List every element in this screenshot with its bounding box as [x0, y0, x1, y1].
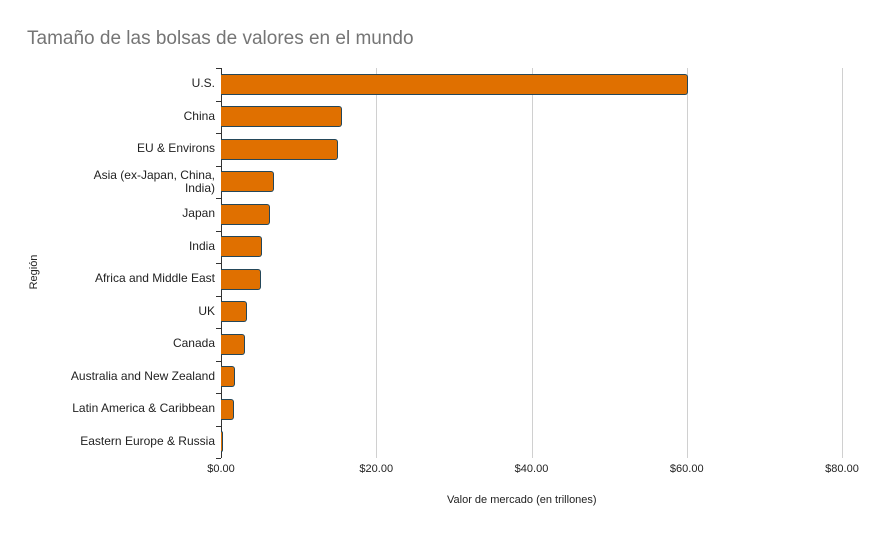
category-label: U.S. [191, 76, 215, 91]
bar[interactable] [221, 268, 262, 290]
gridline [376, 68, 378, 458]
bar[interactable] [221, 333, 246, 355]
category-tick [216, 198, 221, 199]
x-tick-label: $40.00 [514, 463, 549, 475]
category-label: India [188, 238, 215, 253]
category-tick [216, 295, 221, 297]
gridline [531, 68, 533, 458]
x-tick-label: $80.00 [825, 463, 859, 475]
x-tick-label: $60.00 [669, 463, 704, 475]
bar[interactable] [221, 366, 235, 388]
x-tick-label: $20.00 [359, 463, 394, 475]
category-tick [216, 393, 221, 394]
category-tick [216, 425, 221, 427]
bar[interactable] [221, 73, 688, 95]
y-axis-label: Región [28, 254, 40, 290]
chart-title: Tamaño de las bolsas de valores en el mu… [27, 28, 414, 49]
bar[interactable] [221, 203, 270, 225]
category-tick [216, 230, 221, 232]
category-label: Japan [182, 206, 215, 221]
category-tick [216, 165, 221, 167]
plot-area [221, 68, 843, 458]
gridline [842, 68, 843, 458]
bar[interactable] [221, 138, 339, 160]
category-tick [216, 328, 221, 329]
category-label: UK [198, 303, 215, 318]
bar[interactable] [221, 171, 274, 193]
category-label: Asia (ex-Japan, China, India) [93, 167, 215, 195]
category-label: EU & Environs [136, 141, 215, 156]
x-tick-label: $0.00 [207, 463, 235, 475]
y-axis-line [221, 68, 222, 458]
bar[interactable] [221, 398, 235, 420]
x-axis-label: Valor de mercado (en trillones) [447, 494, 597, 506]
category-label: Africa and Middle East [94, 271, 215, 286]
category-label: Australia and New Zealand [70, 368, 215, 383]
category-tick [216, 458, 221, 459]
category-label: Latin America & Caribbean [72, 401, 215, 416]
category-tick [216, 68, 221, 69]
bar[interactable] [221, 106, 343, 128]
bar[interactable] [221, 301, 248, 323]
gridline [686, 68, 688, 458]
category-label: Canada [172, 336, 215, 351]
category-tick [216, 100, 221, 102]
category-tick [216, 133, 221, 134]
bar[interactable] [221, 431, 223, 453]
category-tick [216, 263, 221, 264]
bar[interactable] [221, 236, 263, 258]
category-tick [216, 360, 221, 362]
category-label: Eastern Europe & Russia [80, 433, 215, 448]
category-label: China [183, 108, 215, 123]
